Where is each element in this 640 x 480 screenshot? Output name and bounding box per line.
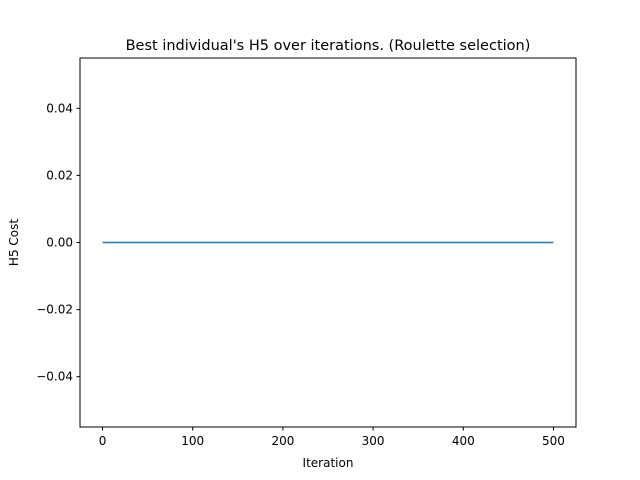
y-tick-label: 0.00 bbox=[46, 236, 73, 250]
y-tick-label: 0.02 bbox=[46, 168, 73, 182]
y-tick-label: −0.04 bbox=[36, 370, 73, 384]
chart-title: Best individual's H5 over iterations. (R… bbox=[126, 38, 531, 54]
y-axis-label: H5 Cost bbox=[7, 219, 21, 266]
x-tick-label: 300 bbox=[362, 434, 385, 448]
x-axis: 0 100 200 300 400 500 bbox=[99, 427, 565, 448]
x-tick-label: 0 bbox=[99, 434, 107, 448]
y-tick-label: 0.04 bbox=[46, 101, 73, 115]
x-tick-label: 200 bbox=[271, 434, 294, 448]
x-axis-label: Iteration bbox=[303, 456, 354, 470]
x-tick-label: 100 bbox=[181, 434, 204, 448]
x-tick-label: 500 bbox=[542, 434, 565, 448]
y-axis: −0.04 −0.02 0.00 0.02 0.04 bbox=[36, 101, 80, 384]
x-tick-label: 400 bbox=[452, 434, 475, 448]
y-tick-label: −0.02 bbox=[36, 303, 73, 317]
